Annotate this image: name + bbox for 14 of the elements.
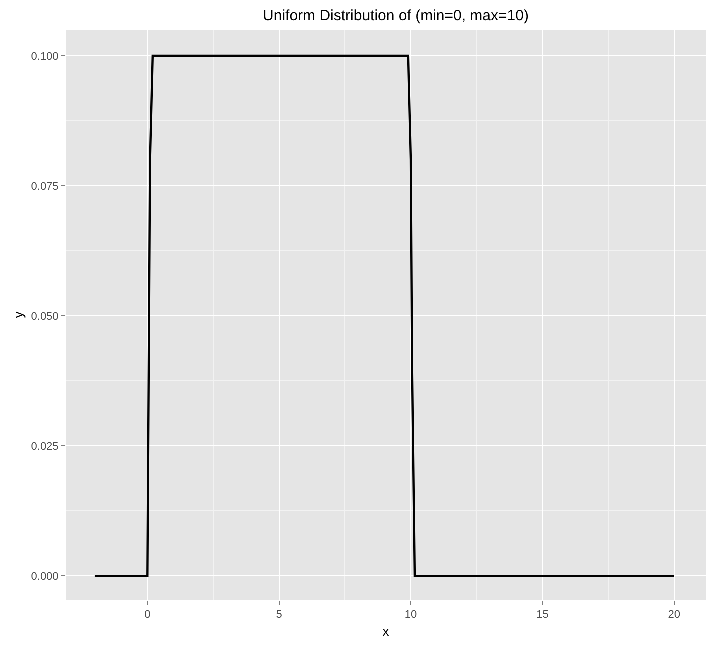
y-tick-label: 0.075 <box>31 180 59 193</box>
x-tick-label: 0 <box>144 609 151 622</box>
x-axis-title: x <box>382 624 390 639</box>
y-tick-label: 0.050 <box>31 310 59 323</box>
x-tick-label: 20 <box>668 609 681 622</box>
y-tick-label: 0.100 <box>31 50 59 63</box>
x-tick-label: 15 <box>536 609 549 622</box>
x-tick-label: 5 <box>276 609 282 622</box>
line-series <box>94 54 676 578</box>
x-tick-label: 10 <box>404 609 418 622</box>
y-tick-label: 0.025 <box>31 440 59 453</box>
y-axis-title: y <box>11 311 26 318</box>
y-tick-label: 0.000 <box>31 570 59 583</box>
chart-title: Uniform Distribution of (min=0, max=10) <box>263 7 529 24</box>
